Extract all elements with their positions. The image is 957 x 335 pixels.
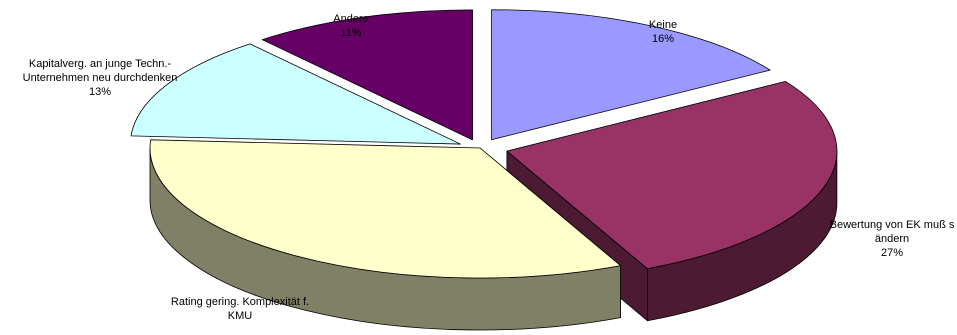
slice-label-line: ändern — [875, 233, 909, 245]
slice-label-line: KMU — [228, 310, 253, 322]
slice-top-face — [130, 43, 461, 145]
slice-top-face — [261, 9, 473, 141]
slice-value-label: 11% — [340, 27, 361, 39]
pie-slice — [130, 43, 461, 145]
slice-labels: Keine 16% Bewertung von EK muß s ändern 27% R… — [23, 13, 955, 322]
pie-slice — [149, 139, 621, 331]
slice-value-label: 27% — [881, 247, 903, 259]
slice-label: Kapitalverg. an junge Techn.- Unternehmen… — [23, 58, 178, 98]
slice-label: Rating gering. Komplexität f. KMU — [171, 296, 309, 322]
slice-label-line: Unternehmen neu durchdenken — [23, 72, 178, 84]
slice-value-label: 13% — [89, 86, 111, 98]
pie-slice — [491, 9, 771, 141]
slice-label-line: Kapitalverg. an junge Techn.- — [29, 58, 172, 70]
pie-slices — [130, 9, 838, 331]
slice-label-line: Rating gering. Komplexität f. — [171, 296, 309, 308]
slice-label-line: Bewertung von EK muß s — [830, 219, 955, 231]
slice-value-label: 16% — [652, 33, 674, 45]
pie-slice — [261, 9, 473, 141]
slice-top-face — [491, 9, 771, 141]
slice-top-face — [149, 139, 621, 279]
slice-top-face — [506, 81, 838, 270]
slice-label: Keine 16% — [649, 19, 677, 45]
slice-label-line: Keine — [649, 19, 677, 31]
slice-label-line: Andere — [333, 13, 368, 25]
slice-label: Bewertung von EK muß s ändern 27% — [830, 219, 955, 259]
slice-label: Andere 11% — [333, 13, 368, 39]
